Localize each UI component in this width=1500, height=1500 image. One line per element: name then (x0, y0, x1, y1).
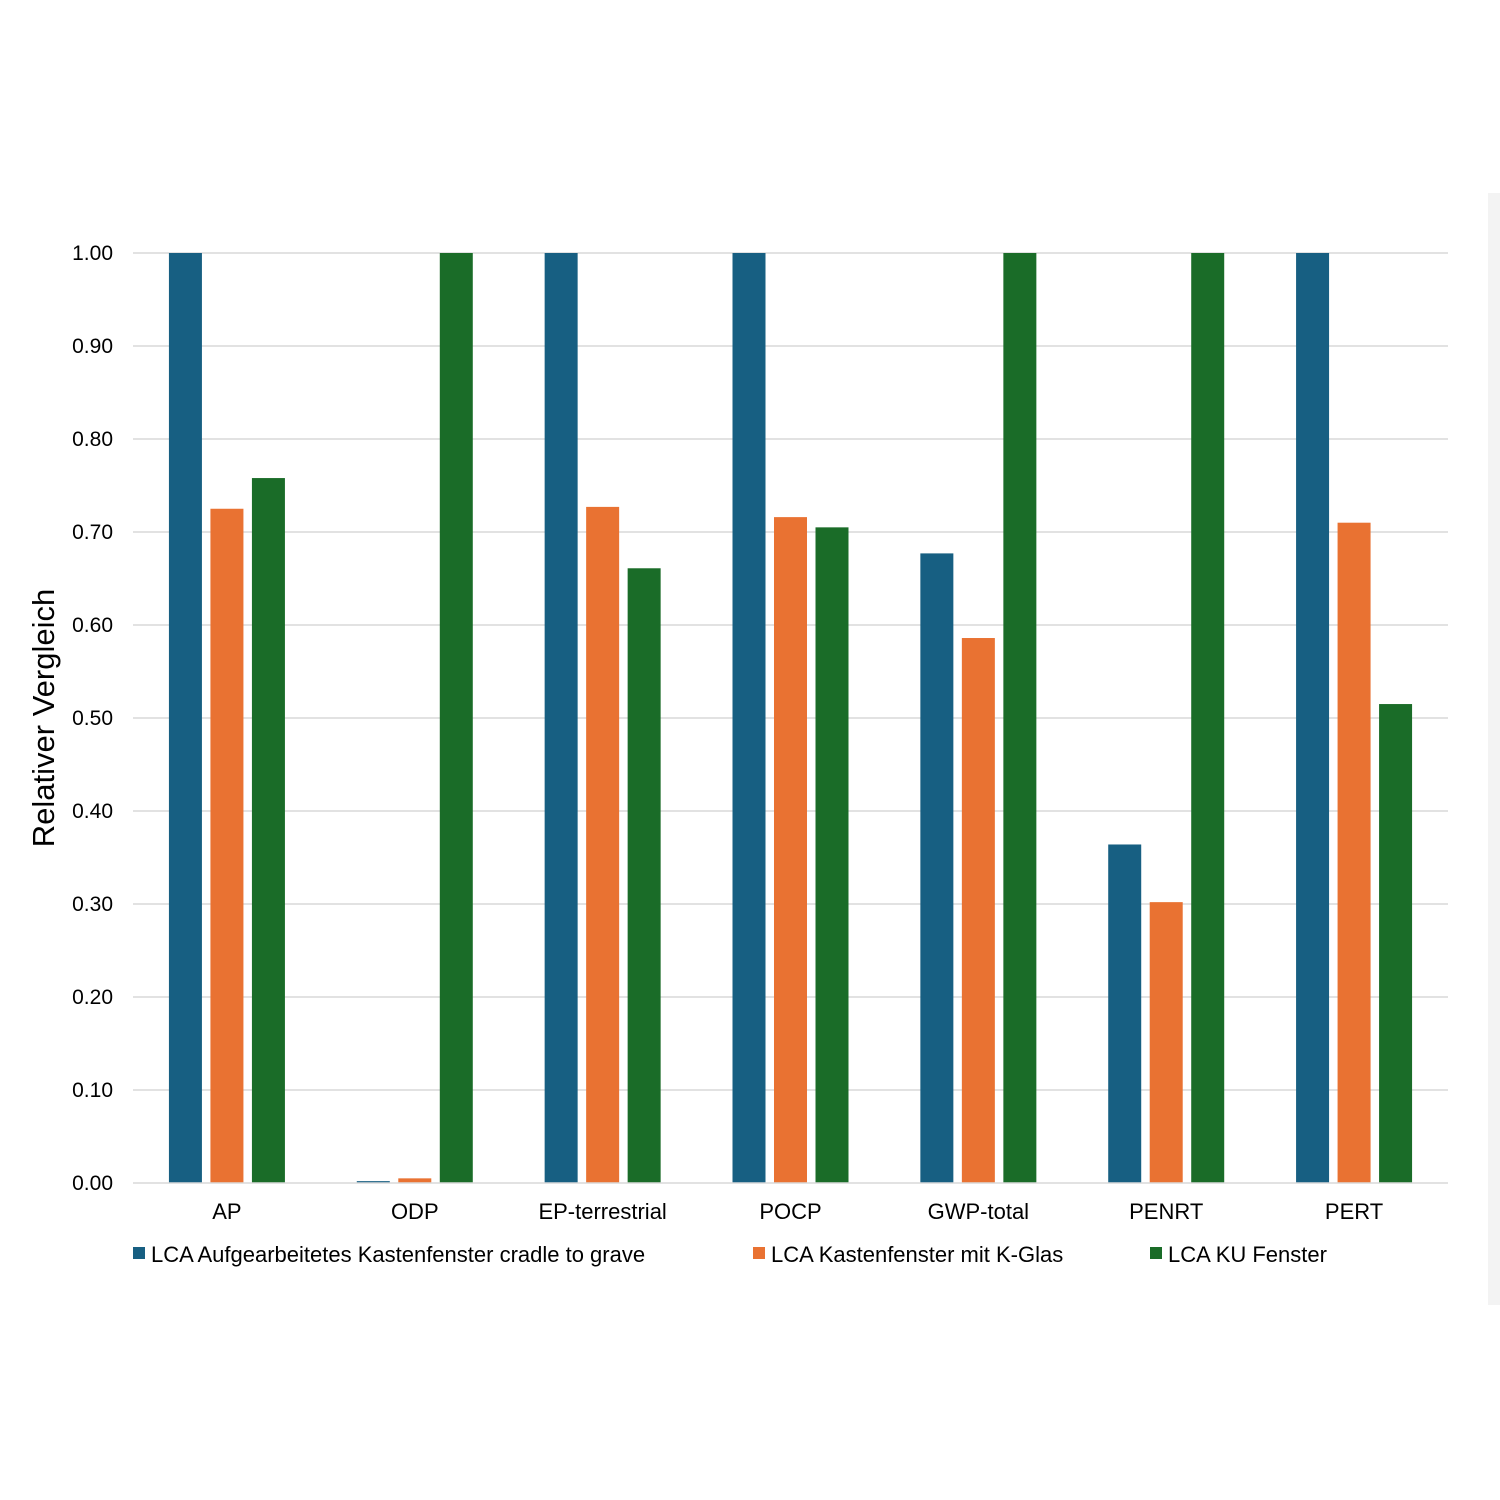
y-tick-label: 0.80 (72, 428, 113, 451)
bar-gwp-total-series-2 (961, 638, 995, 1183)
bar-pocp-series-2 (774, 517, 807, 1183)
y-tick-label: 0.50 (72, 707, 113, 730)
bar-pert-series-1 (1296, 253, 1330, 1183)
bar-ap-series-3 (251, 478, 285, 1183)
y-tick-label: 0.40 (72, 800, 113, 823)
bar-pert-series-3 (1379, 704, 1413, 1183)
legend-entry: LCA Kastenfenster mit K-Glas (771, 1242, 1063, 1267)
x-tick-label: EP-terrestrial (538, 1199, 666, 1224)
bar-odp-series-3 (439, 253, 473, 1183)
bar-odp-series-2 (398, 1178, 432, 1183)
y-tick-label: 0.10 (72, 1079, 113, 1102)
bar-pocp-series-3 (815, 527, 849, 1183)
y-axis-label: Relativer Vergleich (26, 589, 61, 847)
legend: LCA Aufgearbeitetes Kastenfenster cradle… (133, 1242, 1327, 1267)
legend-entry: LCA KU Fenster (1168, 1242, 1327, 1267)
x-tick-label: PENRT (1129, 1199, 1203, 1224)
y-axis-ticks: 0.00 0.10 0.20 0.30 0.40 0.50 0.60 0.70 0.80 0.90… (72, 242, 113, 1195)
bar-pocp-series-1 (732, 253, 766, 1183)
bars (168, 253, 1413, 1183)
bar-ep-terrestrial-series-3 (627, 568, 661, 1183)
bar-pert-series-2 (1337, 522, 1371, 1183)
legend-swatch (753, 1247, 765, 1259)
bar-odp-series-1 (356, 1181, 390, 1183)
bar-penrt-series-3 (1191, 253, 1225, 1183)
bar-penrt-series-2 (1149, 902, 1183, 1183)
bar-ep-terrestrial-series-1 (544, 253, 578, 1183)
legend-entry: LCA Aufgearbeitetes Kastenfenster cradle… (151, 1242, 645, 1267)
x-tick-label: POCP (759, 1199, 821, 1224)
x-axis-ticks: AP ODP EP-terrestrial POCP GWP-total PENRT PER… (212, 1199, 1383, 1224)
x-tick-label: PERT (1325, 1199, 1383, 1224)
y-tick-label: 0.00 (72, 1172, 113, 1195)
bar-ap-series-1 (168, 253, 202, 1183)
x-tick-label: ODP (391, 1199, 439, 1224)
side-panel-edge (1488, 193, 1500, 1305)
x-tick-label: GWP-total (928, 1199, 1029, 1224)
x-tick-label: AP (212, 1199, 241, 1224)
bar-gwp-total-series-1 (920, 553, 954, 1183)
y-tick-label: 0.60 (72, 614, 113, 637)
y-tick-label: 1.00 (72, 242, 113, 265)
y-tick-label: 0.30 (72, 893, 113, 916)
legend-swatch (1150, 1247, 1162, 1259)
bar-ap-series-2 (210, 508, 244, 1183)
y-tick-label: 0.70 (72, 521, 113, 544)
bar-ep-terrestrial-series-2 (586, 506, 620, 1183)
y-tick-label: 0.20 (72, 986, 113, 1009)
bar-gwp-total-series-3 (1003, 253, 1037, 1183)
y-tick-label: 0.90 (72, 335, 113, 358)
bar-penrt-series-1 (1108, 844, 1142, 1183)
legend-swatch (133, 1247, 145, 1259)
